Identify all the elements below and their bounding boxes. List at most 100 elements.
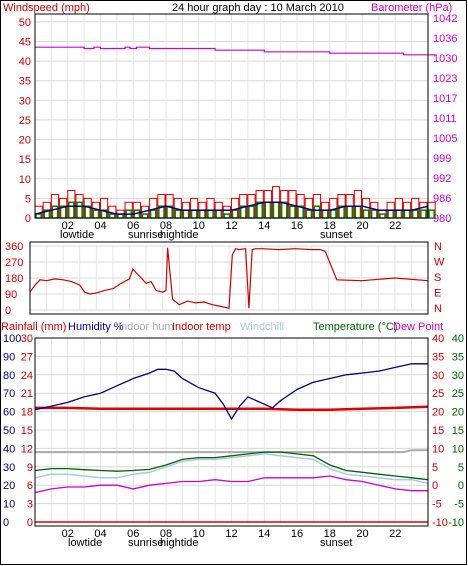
dewpoint-tick-label: -5	[454, 499, 464, 511]
wind-direction-line	[29, 247, 429, 309]
humidity-tick-label: 60	[3, 407, 15, 419]
panel3-grid	[35, 337, 429, 523]
rainfall-tick-label: 24	[21, 370, 33, 382]
legend-windchill: Windchill	[240, 321, 284, 333]
temperature-ticks: -10 -5 0 5 10 15 20 25 30 35 40	[432, 333, 448, 529]
temperature-tick-label: 15	[432, 425, 444, 437]
x-tick-label: 20	[356, 528, 368, 540]
rainfall-tick-label: 21	[21, 388, 33, 400]
avg-bar	[223, 213, 231, 219]
rainfall-tick-label: 9	[27, 462, 33, 474]
direction-degree-label: 180	[5, 273, 23, 285]
avg-bar	[370, 209, 378, 219]
barometer-tick-label: 1036	[433, 33, 457, 45]
barometer-tick-label: 980	[433, 213, 451, 225]
avg-bar	[76, 201, 83, 219]
direction-degree-label: 0	[5, 305, 11, 317]
avg-bar	[231, 209, 239, 219]
barometer-tick-label: 992	[433, 173, 451, 185]
barometer-ticks: 980 986 992 999 1005 1011 1017 1023 1030 1036 1042	[433, 13, 457, 225]
legend-indoor-hum: Indoor hum	[118, 321, 174, 333]
avg-bar	[51, 205, 59, 219]
avg-bar	[395, 209, 403, 219]
windspeed-tick-label: 20	[19, 135, 31, 147]
windspeed-axis-label: Windspeed (mph)	[3, 2, 90, 14]
avg-bar	[305, 209, 313, 219]
x-tick-label: 04	[94, 220, 106, 232]
rainfall-tick-label: 30	[21, 333, 33, 345]
temperature-line	[34, 451, 429, 481]
temperature-tick-label: 10	[432, 443, 444, 455]
humidity-tick-label: 40	[3, 443, 15, 455]
x-tick-label: 22	[389, 528, 401, 540]
avg-bar	[362, 209, 370, 219]
windspeed-ticks: 0 5 10 15 20 25 30 35 40 45 50	[19, 17, 31, 225]
avg-bar	[289, 205, 296, 219]
x-tick-label: 16	[291, 528, 303, 540]
rainfall-tick-label: 18	[21, 407, 33, 419]
event-lowtide: lowtide	[60, 229, 94, 241]
rainfall-tick-label: 3	[27, 499, 33, 511]
x-tick-label: 20	[356, 220, 368, 232]
avg-bar	[207, 209, 214, 219]
x-tick-label: 04	[94, 528, 106, 540]
barometer-tick-label: 999	[433, 153, 451, 165]
event-hightide-2: hightide	[160, 537, 199, 549]
avg-bar	[92, 209, 100, 219]
avg-bar	[280, 201, 288, 219]
temperature-tick-label: 25	[432, 388, 444, 400]
chart-title: 24 hour graph day : 10 March 2010	[172, 2, 344, 14]
indoor-humidity-line	[35, 449, 428, 454]
humidity-line	[34, 363, 428, 421]
barometer-line	[35, 46, 437, 56]
legend-rainfall: Rainfall (mm)	[1, 321, 66, 333]
avg-bar	[215, 209, 223, 219]
panel3-frame	[34, 337, 429, 527]
temperature-tick-label: -10	[432, 517, 448, 529]
avg-bar	[387, 209, 394, 219]
avg-bar	[248, 205, 255, 219]
temperature-tick-label: 20	[432, 407, 444, 419]
x-tick-label: 12	[225, 528, 237, 540]
rainfall-ticks: 0 3 6 9 12 15 18 21 24 27 30	[21, 333, 33, 529]
avg-bar	[354, 205, 362, 219]
event-hightide: hightide	[160, 229, 199, 241]
event-lowtide-2: lowtide	[68, 537, 102, 549]
humidity-tick-label: 70	[3, 388, 15, 400]
windspeed-tick-label: 0	[25, 213, 31, 225]
humidity-ticks: 0 10 20 30 40 50 60 70 80 90 100	[3, 333, 21, 529]
humidity-tick-label: 80	[3, 370, 15, 382]
humidity-tick-label: 20	[3, 480, 15, 492]
x-tick-label: 16	[291, 220, 303, 232]
temperature-tick-label: 40	[432, 333, 444, 345]
temperature-tick-label: 5	[432, 462, 438, 474]
compass-label: N	[434, 303, 442, 315]
panel1-frame	[34, 13, 429, 219]
windspeed-tick-label: 25	[19, 115, 31, 127]
x-tick-label: 14	[258, 528, 270, 540]
windspeed-tick-label: 15	[19, 154, 31, 166]
humidity-tick-label: 90	[3, 351, 15, 363]
rainfall-tick-label: 15	[21, 425, 33, 437]
avg-bar	[199, 209, 206, 219]
dewpoint-tick-label: 10	[452, 443, 464, 455]
avg-bar	[321, 209, 329, 219]
dewpoint-tick-label: 0	[458, 480, 464, 492]
windspeed-tick-label: 5	[25, 193, 31, 205]
x-tick-label: 06	[127, 220, 139, 232]
temperature-tick-label: 0	[432, 480, 438, 492]
dewpoint-ticks: -10 -5 0 5 10 15 20 25 30 35 40	[448, 333, 464, 529]
event-sunrise-2: sunrise	[128, 537, 163, 549]
x-tick-label: 08	[160, 220, 172, 232]
barometer-tick-label: 1005	[433, 133, 457, 145]
legend-indoor-temp: Indoor temp	[172, 321, 231, 333]
humidity-tick-label: 10	[3, 499, 15, 511]
avg-bar	[313, 205, 321, 219]
dewpoint-tick-label: -10	[448, 517, 464, 529]
direction-degree-label: 360	[5, 241, 23, 253]
barometer-tick-label: 1042	[433, 13, 457, 25]
event-sunrise: sunrise	[128, 229, 163, 241]
avg-bar	[256, 201, 263, 219]
windchill-line	[34, 201, 429, 215]
